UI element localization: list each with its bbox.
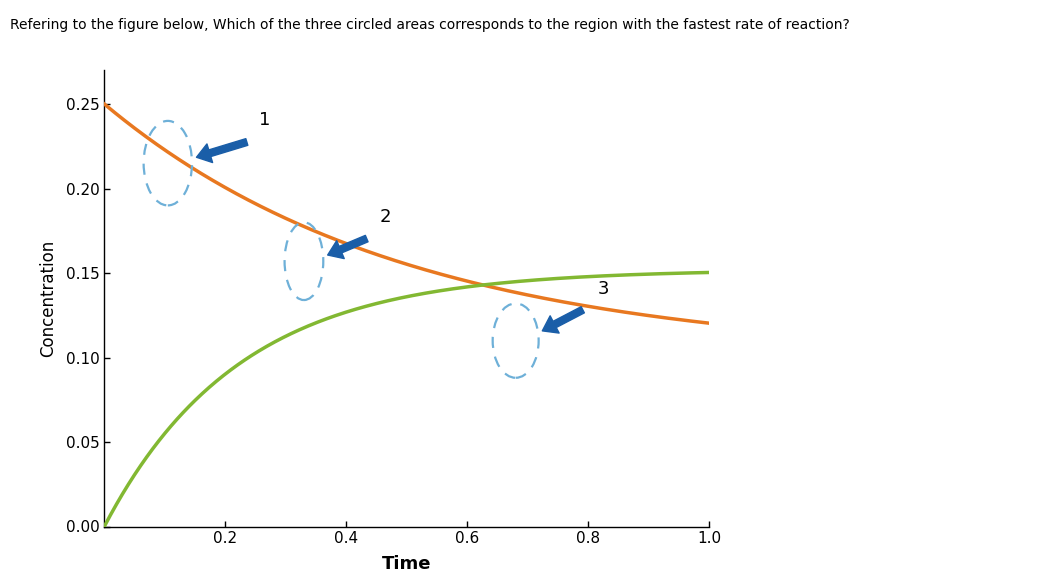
Y-axis label: Concentration: Concentration: [40, 240, 57, 357]
X-axis label: Time: Time: [382, 555, 432, 573]
Text: 3: 3: [598, 280, 609, 298]
Text: 2: 2: [380, 208, 391, 226]
Text: Refering to the figure below, Which of the three circled areas corresponds to th: Refering to the figure below, Which of t…: [10, 18, 850, 32]
Text: 1: 1: [259, 111, 270, 129]
